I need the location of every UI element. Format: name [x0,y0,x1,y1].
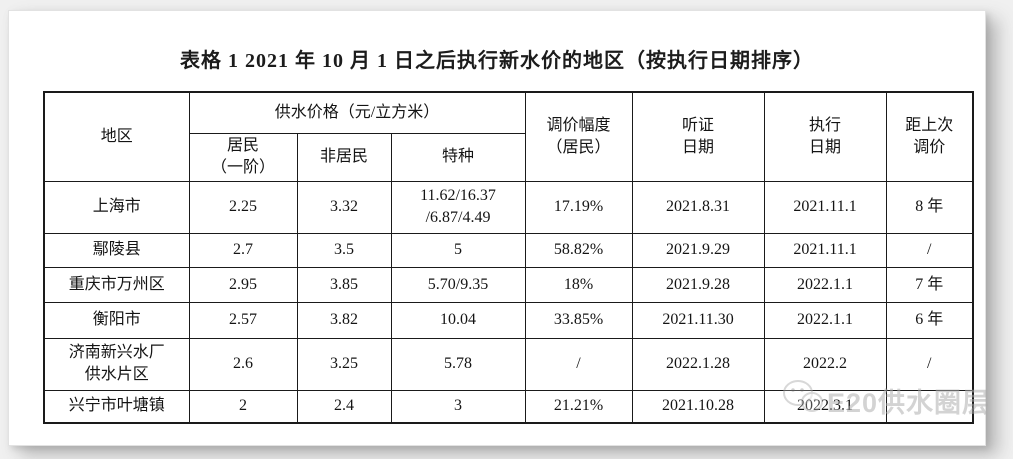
cell-region: 鄢陵县 [43,232,190,268]
header-adjustment: 调价幅度 （居民） [524,91,633,182]
cell-adjustment: 21.21% [524,389,633,424]
table-row: 鄢陵县 2.7 3.5 5 58.82% 2021.9.29 2021.11.1… [43,232,974,268]
cell-since-last: 7 年 [885,266,974,303]
cell-execution-date: 2021.11.1 [763,232,887,268]
cell-hearing-date: 2021.9.28 [631,266,765,303]
header-non-resident: 非居民 [296,132,392,182]
cell-non-resident-price: 3.25 [296,337,392,391]
cell-region: 上海市 [43,180,190,234]
table-row: 济南新兴水厂 供水片区 2.6 3.25 5.78 / 2022.1.28 20… [43,337,974,391]
cell-since-last: 8 年 [885,180,974,234]
cell-non-resident-price: 3.85 [296,266,392,303]
water-price-table: 地区 供水价格（元/立方米） 调价幅度 （居民） 听证 日期 执行 日期 距上次… [43,91,975,424]
header-special: 特种 [390,132,526,182]
cell-execution-date: 2022.1.1 [763,266,887,303]
cell-resident-price: 2 [188,389,298,424]
table-row: 衡阳市 2.57 3.82 10.04 33.85% 2021.11.30 20… [43,301,974,339]
cell-adjustment: 33.85% [524,301,633,339]
cell-hearing-date: 2021.8.31 [631,180,765,234]
table-title: 表格 1 2021 年 10 月 1 日之后执行新水价的地区（按执行日期排序） [180,50,814,72]
cell-resident-price: 2.6 [188,337,298,391]
cell-region: 重庆市万州区 [43,266,190,303]
cell-adjustment: 58.82% [524,232,633,268]
cell-hearing-date: 2022.1.28 [631,337,765,391]
cell-resident-price: 2.57 [188,301,298,339]
cell-execution-date: 2022.1.1 [763,301,887,339]
cell-non-resident-price: 3.82 [296,301,392,339]
cell-hearing-date: 2021.11.30 [631,301,765,339]
header-price-group: 供水价格（元/立方米） [188,91,526,134]
cell-resident-price: 2.7 [188,232,298,268]
header-since-last: 距上次 调价 [885,91,974,182]
cell-adjustment: / [524,337,633,391]
cell-region: 兴宁市叶塘镇 [43,389,190,424]
table-row: 重庆市万州区 2.95 3.85 5.70/9.35 18% 2021.9.28… [43,266,974,303]
cell-since-last [885,389,974,424]
cell-non-resident-price: 3.32 [296,180,392,234]
cell-resident-price: 2.25 [188,180,298,234]
cell-adjustment: 18% [524,266,633,303]
cell-hearing-date: 2021.9.29 [631,232,765,268]
cell-execution-date: 2022.2 [763,337,887,391]
cell-non-resident-price: 2.4 [296,389,392,424]
cell-adjustment: 17.19% [524,180,633,234]
cell-since-last: / [885,337,974,391]
table-row: 兴宁市叶塘镇 2 2.4 3 21.21% 2021.10.28 2022.3.… [43,389,974,424]
cell-special-price: 5 [390,232,526,268]
cell-special-price: 3 [390,389,526,424]
header-resident: 居民 （一阶） [188,132,298,182]
header-region: 地区 [43,91,190,182]
cell-since-last: / [885,232,974,268]
cell-special-price: 5.70/9.35 [390,266,526,303]
cell-region: 济南新兴水厂 供水片区 [43,337,190,391]
cell-special-price: 5.78 [390,337,526,391]
document-page: 表格 1 2021 年 10 月 1 日之后执行新水价的地区（按执行日期排序） … [8,10,989,446]
cell-execution-date: 2022.3.1 [763,389,887,424]
cell-special-price: 11.62/16.37 /6.87/4.49 [390,180,526,234]
table-row: 上海市 2.25 3.32 11.62/16.37 /6.87/4.49 17.… [43,180,974,234]
cell-since-last: 6 年 [885,301,974,339]
cell-non-resident-price: 3.5 [296,232,392,268]
cell-resident-price: 2.95 [188,266,298,303]
cell-special-price: 10.04 [390,301,526,339]
cell-execution-date: 2021.11.1 [763,180,887,234]
cell-hearing-date: 2021.10.28 [631,389,765,424]
header-execution-date: 执行 日期 [763,91,887,182]
header-hearing-date: 听证 日期 [631,91,765,182]
cell-region: 衡阳市 [43,301,190,339]
